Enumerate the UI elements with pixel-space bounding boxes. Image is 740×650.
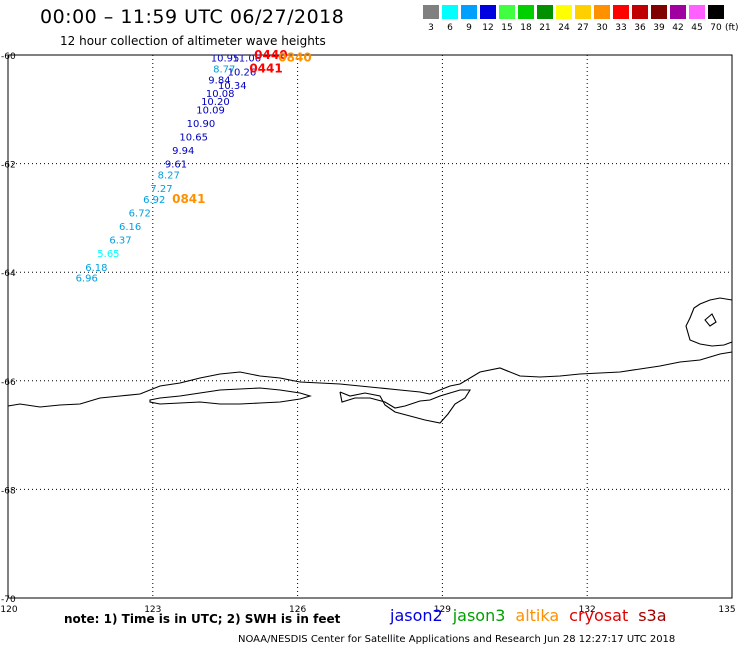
wave-height-value: 6.92 <box>143 195 165 206</box>
satellite-jason3: jason3 <box>452 606 506 625</box>
satellite-s3a: s3a <box>638 606 667 625</box>
scale-swatch <box>480 5 496 19</box>
wave-height-value: 9.94 <box>172 146 194 157</box>
wave-height-value: 10.90 <box>187 119 216 130</box>
scale-swatch <box>423 5 439 19</box>
scale-swatch <box>651 5 667 19</box>
wave-height-value: 10.08 <box>206 89 235 100</box>
satellite-altika: altika <box>515 606 560 625</box>
scale-label: 6 <box>447 23 453 33</box>
latitude-label: -62 <box>1 161 16 171</box>
satellite-jason2: jason2 <box>390 606 443 625</box>
longitude-label: 132 <box>579 605 596 615</box>
scale-swatch <box>518 5 534 19</box>
wave-height-value: 8.77 <box>213 65 235 76</box>
pass-time-label: 0841 <box>172 192 205 206</box>
wave-height-value: 6.16 <box>119 222 141 233</box>
scale-swatch <box>594 5 610 19</box>
latitude-label: -68 <box>1 486 16 496</box>
wave-height-value: 9.61 <box>165 160 187 171</box>
longitude-label: 120 <box>0 605 17 615</box>
credit-text: NOAA/NESDIS Center for Satellite Applica… <box>238 634 676 645</box>
scale-swatch <box>442 5 458 19</box>
scale-swatch <box>632 5 648 19</box>
longitude-label: 129 <box>434 605 451 615</box>
scale-swatch <box>670 5 686 19</box>
scale-swatch <box>461 5 477 19</box>
wave-height-value: 11.06 <box>232 54 261 65</box>
wave-height-value: 10.95 <box>211 54 240 65</box>
latitude-label: -66 <box>1 378 16 388</box>
latitude-label: -70 <box>1 595 16 605</box>
satellite-cryosat: cryosat <box>569 606 629 625</box>
scale-label: 12 <box>482 23 494 33</box>
pass-time-label: 0440 <box>254 48 287 62</box>
wave-height-value: 7.27 <box>150 184 172 195</box>
pass-time-label: 0441 <box>249 62 282 76</box>
scale-label: 27 <box>577 23 589 33</box>
scale-label: 18 <box>520 23 532 33</box>
scale-label: 15 <box>501 23 513 33</box>
axis-labels: 120 123 126 129 132 135 -60 -62 -64 -66 -68 -70 <box>0 52 735 615</box>
grid-lines <box>8 55 732 598</box>
scale-unit: (ft) <box>725 23 739 33</box>
scale-label: 24 <box>558 23 570 33</box>
scale-label: 21 <box>539 23 551 33</box>
wave-height-value: 10.09 <box>196 105 225 116</box>
scale-swatch <box>575 5 591 19</box>
pass-time-label: 0840 <box>278 51 311 65</box>
note-text: note: 1) Time is in UTC; 2) SWH is in fe… <box>64 612 341 626</box>
scale-swatch <box>537 5 553 19</box>
scale-label: 70 <box>710 23 722 33</box>
wave-height-value: 5.65 <box>97 249 119 260</box>
wave-height-value: 6.37 <box>109 236 131 247</box>
latitude-label: -60 <box>1 52 16 62</box>
wave-height-value: 6.18 <box>85 263 107 274</box>
map-subtitle: 12 hour collection of altimeter wave hei… <box>60 34 326 48</box>
scale-label: 30 <box>596 23 608 33</box>
antarctic-coastline <box>7 297 733 424</box>
scale-label: 42 <box>672 23 684 33</box>
map-title: 00:00 – 11:59 UTC 06/27/2018 <box>40 6 345 28</box>
longitude-label: 123 <box>144 605 161 615</box>
scale-swatch <box>556 5 572 19</box>
map-frame <box>7 54 733 599</box>
scale-swatch <box>708 5 724 19</box>
longitude-label: 135 <box>718 605 735 615</box>
longitude-label: 126 <box>289 605 306 615</box>
latitude-label: -64 <box>1 269 16 279</box>
satellite-legend: jason2 jason3 altika cryosat s3a <box>390 606 677 625</box>
scale-label: 45 <box>691 23 703 33</box>
scale-label: 3 <box>428 23 434 33</box>
scale-label: 36 <box>634 23 646 33</box>
wave-height-value: 10.34 <box>218 81 247 92</box>
wave-height-value: 10.26 <box>228 67 257 78</box>
wave-height-value: 10.65 <box>179 132 208 143</box>
scale-label: 33 <box>615 23 627 33</box>
scale-label: 9 <box>466 23 472 33</box>
scale-swatch <box>689 5 705 19</box>
scale-label: 39 <box>653 23 665 33</box>
scale-swatch <box>499 5 515 19</box>
wave-height-value: 9.84 <box>208 75 230 86</box>
scale-swatch <box>613 5 629 19</box>
wave-height-value: 6.96 <box>76 274 98 285</box>
wave-height-value: 10.20 <box>201 97 230 108</box>
wave-height-value: 8.27 <box>158 170 180 181</box>
wave-height-value: 6.72 <box>129 208 151 219</box>
